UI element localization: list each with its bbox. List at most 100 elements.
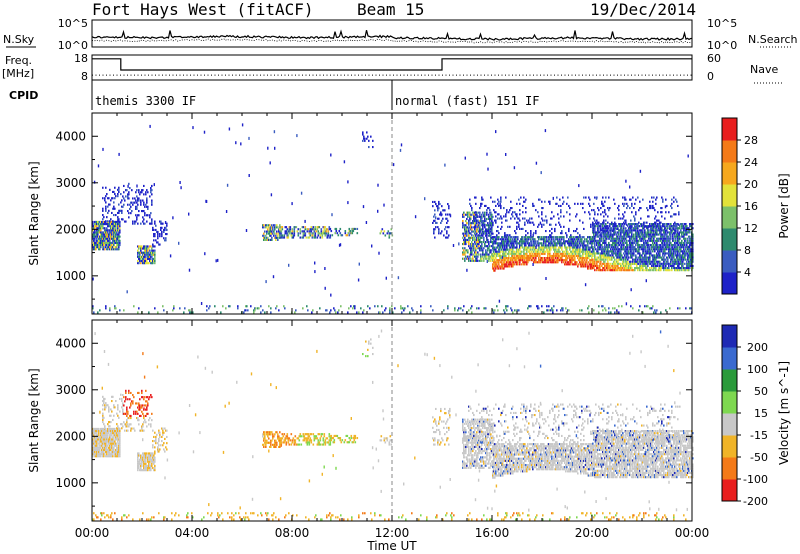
- data-cell: [661, 196, 663, 199]
- data-cell: [689, 260, 691, 263]
- data-cell: [104, 241, 106, 244]
- data-cell: [573, 244, 575, 247]
- data-cell: [116, 246, 118, 249]
- data-cell: [316, 226, 319, 229]
- data-cell: [479, 234, 481, 237]
- data-cell: [549, 252, 551, 255]
- data-cell: [648, 250, 650, 253]
- data-cell: [583, 240, 585, 243]
- data-cell: [666, 225, 668, 228]
- data-cell: [629, 227, 631, 230]
- data-cell: [152, 226, 154, 229]
- data-cell: [660, 235, 662, 238]
- data-cell: [489, 228, 491, 231]
- data-cell: [115, 246, 117, 249]
- data-cell: [473, 222, 475, 225]
- data-cell: [550, 259, 552, 262]
- data-cell: [516, 227, 518, 230]
- data-cell: [471, 259, 473, 262]
- data-cell: [477, 251, 479, 254]
- data-cell: [614, 248, 616, 251]
- data-cell: [94, 229, 96, 232]
- data-cell: [329, 311, 331, 314]
- data-cell: [380, 230, 383, 233]
- data-cell: [574, 244, 576, 247]
- data-cell: [592, 223, 594, 226]
- data-cell: [686, 233, 688, 236]
- data-cell: [622, 260, 624, 263]
- data-cell: [463, 257, 465, 260]
- data-cell: [489, 211, 491, 214]
- data-cell: [523, 263, 525, 266]
- data-cell: [671, 198, 673, 201]
- data-cell: [516, 248, 518, 251]
- data-cell: [624, 202, 626, 205]
- data-cell: [528, 238, 530, 241]
- data-cell: [605, 256, 607, 259]
- data-cell: [99, 246, 101, 249]
- data-cell: [105, 220, 107, 223]
- data-cell: [501, 236, 503, 239]
- data-cell: [96, 241, 98, 244]
- data-cell: [493, 252, 495, 255]
- data-cell: [495, 248, 497, 251]
- data-cell: [98, 248, 100, 251]
- data-cell: [544, 246, 546, 249]
- data-cell: [113, 235, 115, 238]
- data-cell: [493, 269, 495, 272]
- data-cell: [620, 256, 622, 259]
- data-cell: [674, 213, 676, 216]
- data-cell: [518, 254, 520, 257]
- data-cell: [302, 232, 305, 235]
- data-cell: [475, 202, 477, 205]
- data-cell: [209, 305, 211, 308]
- data-cell: [649, 307, 651, 310]
- data-cell: [118, 188, 120, 191]
- data-cell: [547, 252, 549, 255]
- data-cell: [594, 246, 596, 249]
- data-cell: [561, 230, 563, 233]
- data-cell: [118, 186, 120, 189]
- data-cell: [104, 229, 106, 232]
- data-cell: [556, 252, 558, 255]
- data-cell: [324, 226, 327, 229]
- data-cell: [631, 246, 633, 249]
- data-cell: [512, 211, 514, 214]
- data-cell: [598, 235, 600, 238]
- data-cell: [680, 254, 682, 257]
- data-cell: [586, 240, 588, 243]
- data-cell: [254, 307, 256, 310]
- data-cell: [630, 254, 632, 257]
- data-cell: [593, 235, 595, 238]
- data-cell: [624, 231, 626, 234]
- data-cell: [528, 236, 530, 239]
- data-cell: [580, 261, 582, 264]
- data-cell: [271, 228, 273, 231]
- data-cell: [530, 234, 532, 237]
- data-cell: [498, 248, 500, 251]
- data-cell: [97, 244, 99, 247]
- data-cell: [630, 260, 632, 263]
- data-cell: [559, 254, 561, 257]
- data-cell: [618, 311, 620, 314]
- data-cell: [362, 131, 364, 134]
- data-cell: [525, 236, 527, 239]
- data-cell: [526, 261, 528, 264]
- data-cell: [663, 246, 665, 249]
- data-cell: [564, 263, 566, 266]
- data-cell: [633, 235, 635, 238]
- data-cell: [508, 254, 510, 257]
- data-cell: [603, 241, 605, 244]
- data-cell: [570, 240, 572, 243]
- data-cell: [633, 250, 635, 253]
- data-cell: [154, 260, 156, 263]
- data-cell: [645, 267, 647, 270]
- data-cell: [667, 244, 669, 247]
- data-cell: [433, 215, 435, 218]
- data-cell: [654, 256, 656, 259]
- data-cell: [517, 261, 519, 264]
- data-cell: [551, 254, 553, 257]
- data-cell: [474, 213, 476, 216]
- data-cell: [644, 305, 646, 308]
- data-cell: [592, 252, 594, 255]
